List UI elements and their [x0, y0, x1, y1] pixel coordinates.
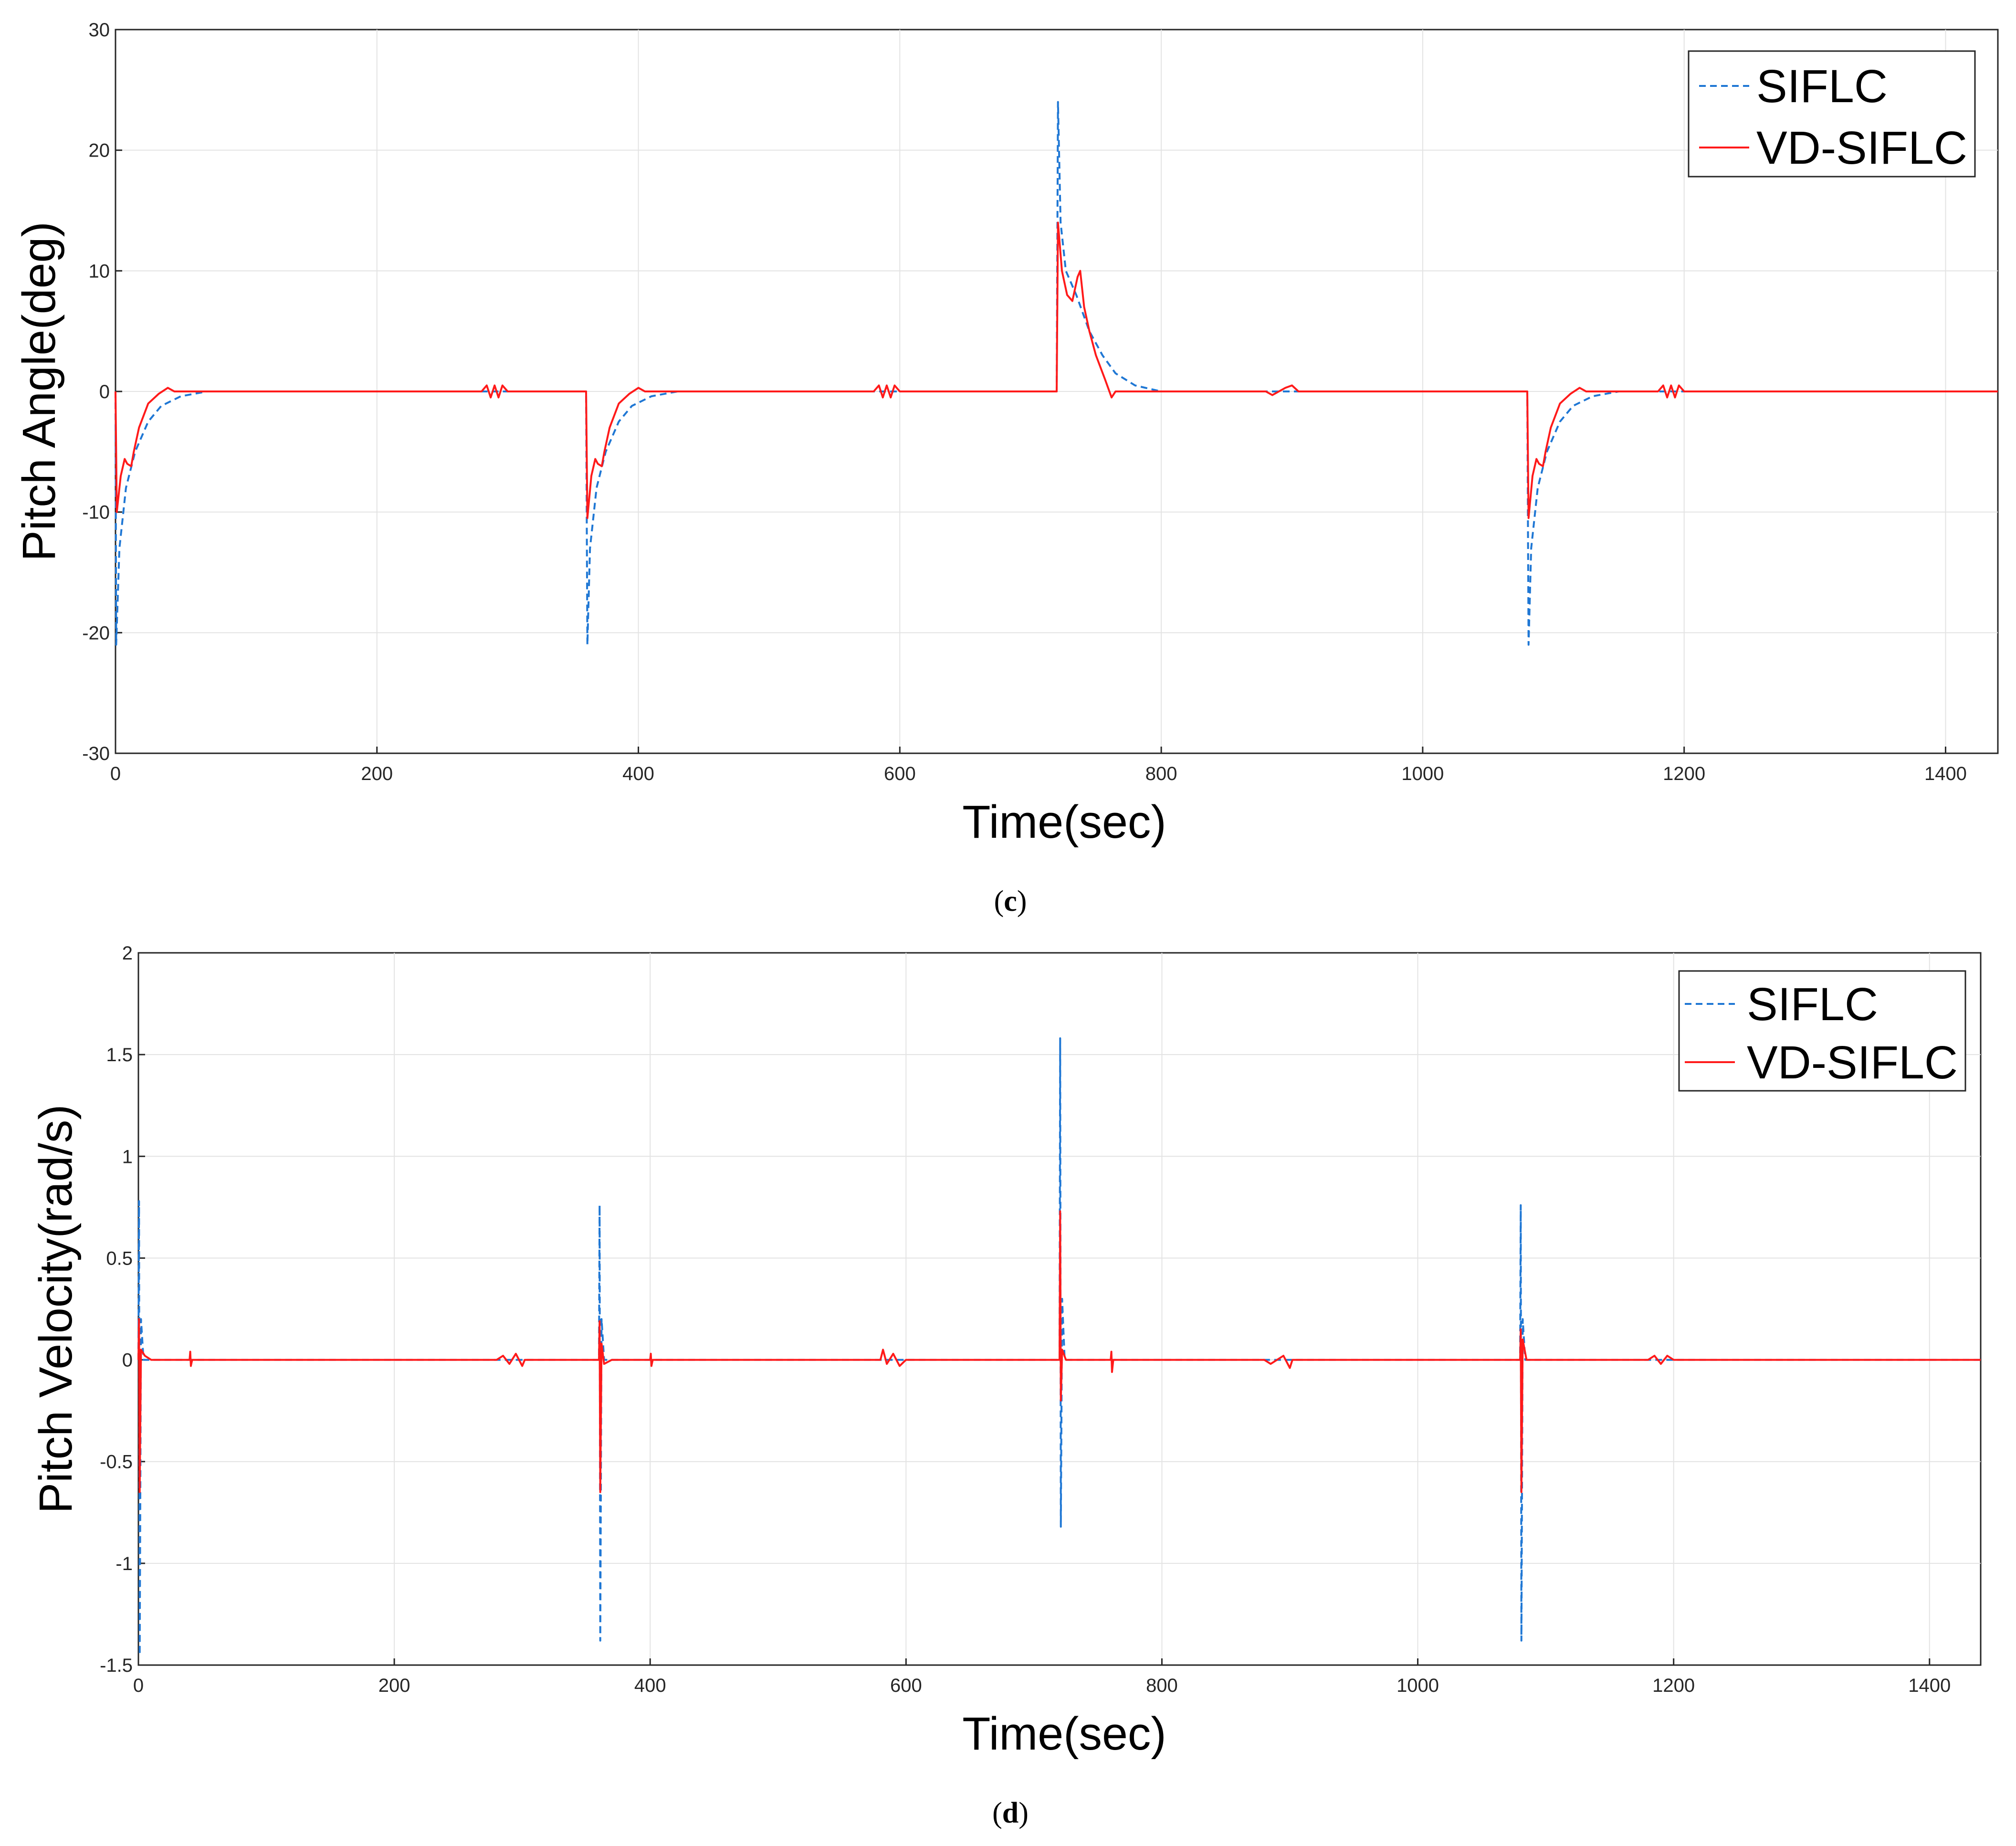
x-axis-label: Time(sec): [962, 1708, 1166, 1760]
x-tick-label: 800: [1145, 763, 1177, 784]
x-tick-label: 400: [622, 763, 654, 784]
series-line-vd-siflc: [137, 1210, 1981, 1493]
y-tick-label: -0.5: [100, 1452, 133, 1473]
x-tick-label: 1000: [1401, 763, 1444, 784]
y-tick-label: -10: [82, 502, 110, 523]
y-tick-label: 30: [89, 20, 110, 41]
series-lines: [137, 1037, 1981, 1656]
x-tick-label: 1200: [1652, 1675, 1695, 1696]
y-tick-label: 10: [89, 261, 110, 282]
y-tick-label: -1: [116, 1553, 133, 1574]
y-tick-label: 0.5: [106, 1248, 133, 1269]
x-tick-label: 600: [890, 1675, 922, 1696]
x-tick-label: 1400: [1924, 763, 1967, 784]
y-tick-label: -20: [82, 622, 110, 643]
tick-labels: 0 200 400 600 800 1000 1200 1400 -30 -20 -10 0 10 20 3…: [82, 20, 1967, 784]
panel-caption-d: (d): [992, 1797, 1029, 1829]
y-axis-label: Pitch Angle(deg): [13, 222, 65, 561]
legend-label-vd-siflc: VD-SIFLC: [1756, 122, 1967, 174]
legend-label-siflc: SIFLC: [1756, 60, 1888, 112]
legend-label-vd-siflc: VD-SIFLC: [1747, 1036, 1958, 1088]
x-tick-label: 800: [1146, 1675, 1178, 1696]
legend-label-siflc: SIFLC: [1747, 978, 1878, 1030]
y-axis-label: Pitch Velocity(rad/s): [30, 1104, 82, 1513]
y-tick-label: 2: [122, 943, 133, 964]
y-tick-label: -1.5: [100, 1655, 133, 1676]
x-axis-label: Time(sec): [962, 796, 1166, 848]
x-tick-label: 0: [110, 763, 121, 784]
x-tick-label: 200: [361, 763, 393, 784]
x-tick-label: 1200: [1663, 763, 1705, 784]
legend: SIFLC VD-SIFLC: [1678, 970, 1966, 1092]
tick-labels: 0 200 400 600 800 1000 1200 1400 -1.5 -1 -0.5 0 0.5 1…: [100, 943, 1951, 1696]
legend-box: [1678, 970, 1966, 1092]
y-tick-label: 20: [89, 140, 110, 161]
y-tick-label: 0: [122, 1350, 133, 1371]
y-tick-label: 1: [122, 1146, 133, 1167]
legend-box: [1688, 50, 1976, 178]
y-tick-label: 1.5: [106, 1044, 133, 1065]
series-line-vd-siflc: [115, 222, 1998, 519]
x-tick-label: 200: [378, 1675, 410, 1696]
panel-caption-c: (c): [994, 885, 1027, 918]
x-tick-label: 400: [634, 1675, 666, 1696]
y-tick-label: -30: [82, 743, 110, 764]
series-line-siflc: [137, 1037, 1981, 1656]
y-tick-label: 0: [99, 381, 110, 402]
x-tick-label: 1400: [1908, 1675, 1951, 1696]
chart-panel-c: 0 200 400 600 800 1000 1200 1400 -30 -20 -10 0 10 20 3…: [13, 20, 1999, 918]
series-lines: [115, 101, 1998, 646]
chart-panel-d: 0 200 400 600 800 1000 1200 1400 -1.5 -1 -0.5 0 0.5 1…: [30, 943, 1982, 1829]
x-tick-label: 0: [133, 1675, 144, 1696]
legend: SIFLC VD-SIFLC: [1688, 50, 1976, 178]
x-tick-label: 600: [884, 763, 916, 784]
x-tick-label: 1000: [1396, 1675, 1439, 1696]
